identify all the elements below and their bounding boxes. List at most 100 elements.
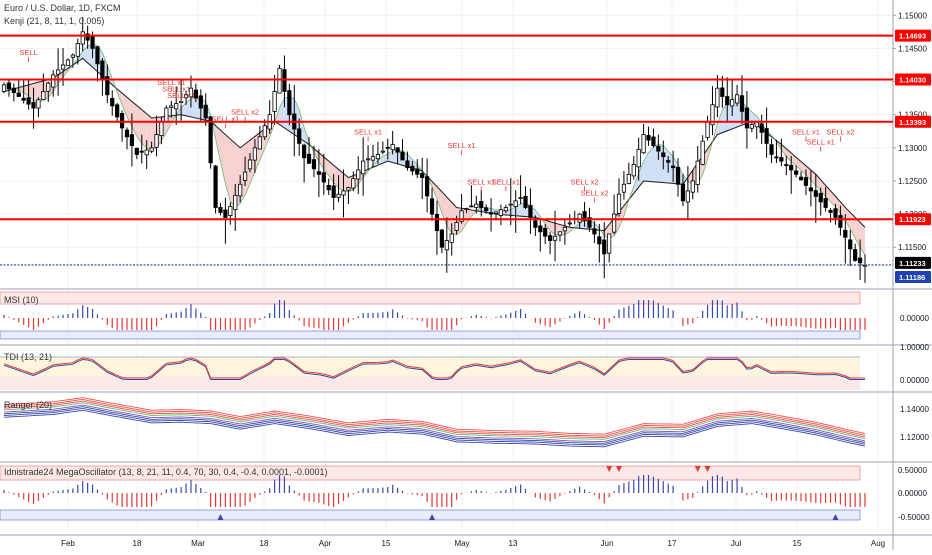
candle-body bbox=[356, 169, 361, 180]
candle-body bbox=[351, 178, 356, 189]
indicator-legend[interactable]: Kenji (21, 8, 11, 1, 0.005) bbox=[4, 16, 105, 26]
candle-body bbox=[528, 205, 533, 218]
candle-body bbox=[341, 190, 346, 196]
kenji-fast-line bbox=[3, 43, 866, 256]
candle-body bbox=[321, 172, 326, 183]
tdi-tick-label: 1.00000 bbox=[900, 343, 929, 352]
cloud-segment bbox=[186, 98, 191, 117]
candle-body bbox=[410, 165, 415, 172]
sell-signal-label: SELL x1 bbox=[807, 138, 835, 147]
candle-body bbox=[21, 97, 26, 101]
candle-body bbox=[336, 193, 341, 198]
candle-body bbox=[734, 94, 740, 104]
time-axis-label: 17 bbox=[668, 539, 677, 548]
candle-body bbox=[1, 84, 7, 92]
candle-body bbox=[302, 144, 307, 159]
candle-body bbox=[607, 233, 612, 254]
cloud-segment bbox=[131, 101, 137, 137]
cloud-segment bbox=[436, 186, 442, 214]
mega-sell-arrow bbox=[606, 466, 613, 472]
cloud-segment bbox=[653, 144, 659, 183]
time-axis-label: 18 bbox=[260, 539, 269, 548]
megaoscillator-histogram bbox=[0, 465, 866, 521]
megaoscillator-title[interactable]: Idnistrade24 MegaOscillator (13, 8, 21, … bbox=[4, 467, 328, 477]
sell-signal-label: SELL x1 bbox=[157, 78, 185, 87]
candle-body bbox=[193, 89, 198, 99]
candle-body bbox=[656, 145, 661, 152]
candle-body bbox=[110, 98, 115, 107]
tdi-tick-label: 0.00000 bbox=[900, 376, 929, 385]
cloud-segment bbox=[122, 93, 127, 117]
candle-body bbox=[853, 249, 858, 261]
price-tick-label: 1.13500 bbox=[898, 111, 927, 120]
candle-body bbox=[198, 95, 203, 109]
sell-signal-label: SELL x2 bbox=[826, 128, 854, 137]
price-tag bbox=[895, 73, 931, 86]
candle-body bbox=[479, 201, 484, 208]
candle-body bbox=[484, 207, 489, 212]
candle-body bbox=[449, 233, 454, 243]
msi-histogram bbox=[0, 291, 866, 340]
tdi-signal-line bbox=[3, 358, 865, 380]
candle-body bbox=[661, 152, 666, 158]
candle-body bbox=[538, 225, 543, 233]
cloud-segment bbox=[668, 151, 674, 184]
candle-body bbox=[798, 176, 804, 181]
candle-body bbox=[582, 211, 587, 222]
cloud-segment bbox=[722, 103, 728, 133]
candle-body bbox=[700, 140, 705, 165]
candle-body bbox=[808, 187, 813, 192]
tdi-title[interactable]: TDI (13, 21) bbox=[4, 352, 53, 362]
candle-body bbox=[134, 147, 139, 155]
candle-body bbox=[425, 176, 430, 197]
price-tag bbox=[895, 271, 931, 284]
ranger-band-line bbox=[3, 407, 866, 446]
candle-body bbox=[636, 149, 641, 168]
candle-body bbox=[346, 187, 351, 191]
candle-body bbox=[420, 172, 425, 179]
ranger-band-line bbox=[3, 398, 866, 437]
price-tag-label: 1.13393 bbox=[899, 118, 926, 127]
candle-body bbox=[326, 184, 331, 191]
candle-body bbox=[641, 134, 646, 154]
candle-body bbox=[188, 87, 194, 98]
candle-body bbox=[203, 104, 208, 119]
candle-body bbox=[277, 67, 282, 94]
candle-body bbox=[818, 192, 823, 203]
msi-title[interactable]: MSI (10) bbox=[4, 295, 39, 305]
cloud-segment bbox=[466, 209, 472, 224]
candle-body bbox=[597, 236, 602, 245]
candle-body bbox=[80, 31, 85, 45]
price-tick-label: 1.12500 bbox=[898, 177, 927, 186]
candle-body bbox=[730, 99, 735, 107]
candle-body bbox=[602, 239, 607, 255]
candle-body bbox=[375, 154, 381, 160]
ranger-title[interactable]: Ranger (20) bbox=[4, 400, 53, 410]
cloud-segment bbox=[215, 125, 221, 162]
candle-body bbox=[390, 144, 395, 151]
cloud-segment bbox=[87, 43, 93, 68]
candle-body bbox=[759, 123, 764, 133]
candle-body bbox=[380, 150, 385, 153]
candle-body bbox=[548, 235, 553, 242]
mega-buy-arrow bbox=[217, 514, 224, 520]
candle-body bbox=[626, 173, 631, 184]
candle-body bbox=[621, 183, 627, 193]
candle-body bbox=[16, 92, 21, 97]
candle-body bbox=[488, 212, 494, 215]
candle-body bbox=[611, 213, 617, 233]
tdi-middle-zone bbox=[0, 357, 860, 376]
cloud-segment bbox=[127, 97, 132, 127]
candle-body bbox=[233, 194, 238, 211]
candle-body bbox=[779, 157, 784, 162]
cloud-segment bbox=[33, 82, 39, 102]
cloud-segment bbox=[181, 102, 187, 116]
symbol-legend[interactable]: Euro / U.S. Dollar, 1D, FXCM bbox=[4, 3, 121, 13]
cloud-segment bbox=[638, 161, 644, 188]
cloud-segment bbox=[860, 222, 865, 255]
sell-signal-label: SELL bbox=[19, 48, 37, 57]
ranger-band-line bbox=[3, 402, 866, 440]
cloud-segment bbox=[663, 145, 669, 184]
